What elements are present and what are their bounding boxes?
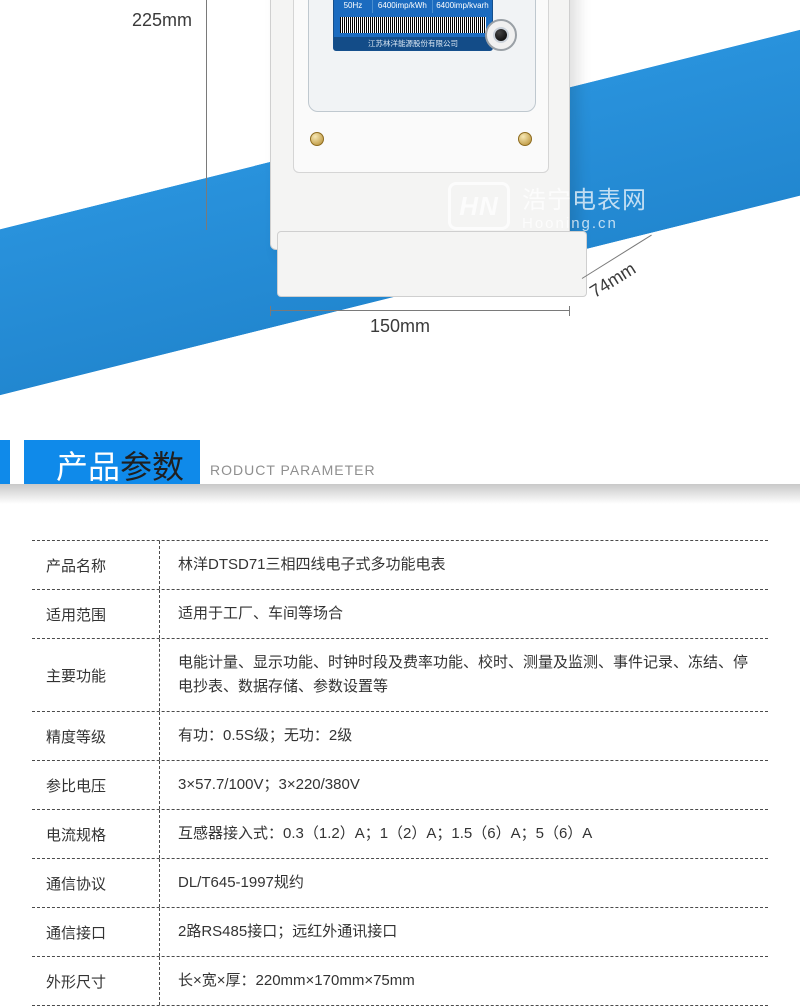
spec-row: 外形尺寸长×宽×厚：220mm×170mm×75mm [32,956,768,1006]
spec-row: 主要功能电能计量、显示功能、时钟时段及费率功能、校时、测量及监测、事件记录、冻结… [32,638,768,711]
spec-table: 产品名称林洋DTSD71三相四线电子式多功能电表适用范围适用于工厂、车间等场合主… [32,540,768,1006]
screw-left-icon [310,132,324,146]
watermark: HN 浩宁电表网 Hooning.cn [448,180,647,232]
spec-value: 林洋DTSD71三相四线电子式多功能电表 [160,541,768,589]
spec-row: 产品名称林洋DTSD71三相四线电子式多功能电表 [32,540,768,589]
device-transparent-cover: 型电子式三相四线多功能电能表 DL/T 614-1997 3×220/380V … [308,0,536,112]
section-title-part2: 参数 [120,449,184,485]
dim-guide-width [270,310,570,311]
dim-height-label: 225mm [132,10,192,31]
watermark-logo: HN [448,182,510,230]
watermark-url: Hooning.cn [522,215,647,232]
spec-row: 适用范围适用于工厂、车间等场合 [32,589,768,638]
device-ir-port [485,19,517,51]
spec-value: 2路RS485接口；远红外通讯接口 [160,908,768,956]
spec-value: 3×57.7/100V；3×220/380V [160,761,768,809]
section-subtitle: RODUCT PARAMETER [210,462,376,478]
section-title: 产品参数 [56,442,184,488]
spec-row: 参比电压3×57.7/100V；3×220/380V [32,760,768,809]
device-rating-label: 型电子式三相四线多功能电能表 DL/T 614-1997 3×220/380V … [333,0,493,51]
rating-barcode [340,17,486,33]
device-terminal-block [277,231,587,297]
spec-label: 精度等级 [32,712,160,760]
spec-row: 通信协议DL/T645-1997规约 [32,858,768,907]
spec-row: 精度等级有功：0.5S级；无功：2级 [32,711,768,760]
spec-label: 产品名称 [32,541,160,589]
dim-guide-height [206,0,207,230]
spec-row: 电流规格互感器接入式：0.3（1.2）A；1（2）A；1.5（6）A；5（6）A [32,809,768,858]
spec-label: 主要功能 [32,639,160,711]
spec-label: 电流规格 [32,810,160,858]
spec-label: 通信协议 [32,859,160,907]
watermark-name: 浩宁电表网 [522,180,647,215]
spec-value: DL/T645-1997规约 [160,859,768,907]
product-dimension-figure: 225mm 型电子式三相四线多功能电能表 DL/T 614-1997 3×220… [0,0,800,390]
spec-label: 外形尺寸 [32,957,160,1005]
screw-right-icon [518,132,532,146]
dim-depth-label: 74mm [586,258,640,302]
dim-width-label: 150mm [370,316,430,337]
spec-value: 长×宽×厚：220mm×170mm×75mm [160,957,768,1005]
spec-label: 适用范围 [32,590,160,638]
section-header: 产品参数 RODUCT PARAMETER [0,440,800,512]
watermark-text: 浩宁电表网 Hooning.cn [522,180,647,232]
spec-value: 有功：0.5S级；无功：2级 [160,712,768,760]
spec-row: 通信接口2路RS485接口；远红外通讯接口 [32,907,768,956]
spec-value: 互感器接入式：0.3（1.2）A；1（2）A；1.5（6）A；5（6）A [160,810,768,858]
rating-hz: 50Hz [334,0,372,13]
section-accent-thin [0,440,10,484]
spec-label: 参比电压 [32,761,160,809]
rating-maker: 江苏林洋能源股份有限公司 [334,37,492,50]
rating-imp-kvarh: 6400imp/kvarh [432,0,492,13]
rating-imp-kwh: 6400imp/kWh [372,0,432,13]
section-title-part1: 产品 [56,449,120,485]
spec-label: 通信接口 [32,908,160,956]
spec-value: 电能计量、显示功能、时钟时段及费率功能、校时、测量及监测、事件记录、冻结、停电抄… [160,639,768,711]
device-front-cover: 型电子式三相四线多功能电能表 DL/T 614-1997 3×220/380V … [293,0,549,173]
spec-value: 适用于工厂、车间等场合 [160,590,768,638]
